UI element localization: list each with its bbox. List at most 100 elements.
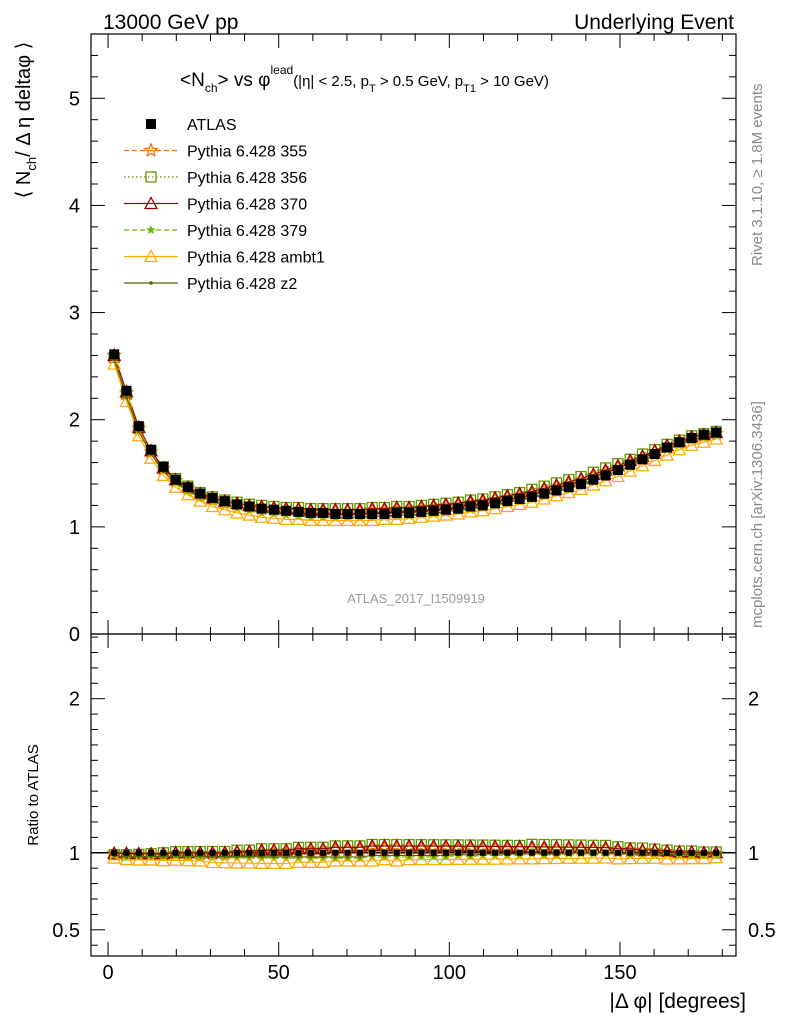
data-point-atlas [551,485,562,496]
ratio-point-ambt1 [352,853,368,867]
ratio-point-atlas [479,849,486,856]
ratio-point-atlas [172,849,179,856]
ratio-point-z2 [333,855,338,859]
legend-label-z2: Pythia 6.428 z2 [187,276,297,293]
data-point-atlas [711,427,722,438]
data-point-ambt1 [205,499,220,513]
data-point-ambt1 [156,468,171,482]
data-point-ambt1 [647,453,662,467]
header-right: Underlying Event [574,11,734,34]
ratio-point-p356 [108,848,120,861]
ratio-point-ambt1 [635,851,650,865]
ratio-point-atlas [455,849,462,856]
ratio-point-atlas [504,849,511,856]
ratio-point-ambt1 [131,852,146,866]
ratio-point-atlas [639,849,646,856]
data-point-atlas [121,385,132,396]
ratio-point-ambt1 [315,854,331,868]
data-point-atlas [514,494,525,504]
ratio-point-ambt1 [205,855,220,869]
series-line-ambt1 [113,363,717,522]
data-point-z2 [124,395,129,400]
data-point-ambt1 [340,513,355,527]
ratio-point-ambt1 [586,850,601,864]
data-point-atlas [637,454,648,465]
ratio-point-atlas [676,849,683,856]
data-point-atlas [268,504,279,515]
ratio-axis-ticks: 0 50 100 150 0.5 0.5 1 1 2 2 [52,634,776,984]
ratio-point-z2 [345,855,350,859]
ratio-point-ambt1 [475,851,490,865]
ratio-point-atlas [381,849,388,856]
ratio-point-atlas [209,849,216,856]
data-point-ambt1 [254,509,269,523]
legend-label-ambt1: Pythia 6.428 ambt1 [187,250,325,267]
ratio-point-atlas [270,849,277,856]
ratio-point-ambt1 [242,855,257,869]
ratio-y-tick-label: 1 [69,843,80,865]
ratio-point-atlas [467,849,474,856]
plot-title: <Nch> vs φlead(|η| < 2.5, pT > 0.5 GeV, … [180,63,549,95]
ratio-series-group [91,838,736,870]
main-axis-ticks: 0 1 2 3 4 5 [69,34,736,646]
ratio-point-ambt1 [659,851,675,865]
ratio-point-atlas [651,849,658,856]
ratio-point-ambt1 [463,851,478,865]
legend-label-p356: Pythia 6.428 356 [187,170,307,187]
data-point-atlas [391,507,402,518]
series-line-p356 [113,357,717,510]
ratio-point-z2 [308,855,313,859]
ratio-plot-frame [90,633,737,957]
legend-marker-z2 [149,281,153,285]
ratio-point-atlas [320,849,327,856]
data-point-atlas [662,442,673,453]
ratio-point-atlas [160,849,167,856]
ratio-point-ambt1 [610,851,626,865]
mcplots-label: mcplots.cern.ch [arXiv:1306.3436] [749,401,766,628]
legend-marker-p370 [143,196,159,210]
ratio-point-ambt1 [647,850,662,864]
x-axis-label: |Δ φ| [degrees] [609,990,746,1013]
data-point-atlas [318,507,329,518]
legend-marker-atlas [146,119,156,129]
ratio-point-atlas [406,849,413,856]
legend-marker-ambt1 [143,249,159,263]
data-point-atlas [440,504,451,515]
ratio-point-atlas [442,849,449,856]
ratio-point-atlas [283,849,290,856]
data-point-atlas [158,461,169,472]
ratio-point-ambt1 [291,854,306,868]
data-point-ambt1 [303,513,318,527]
data-point-ambt1 [365,513,380,527]
data-point-ambt1 [242,507,257,521]
ratio-point-atlas [688,849,695,856]
ratio-point-atlas [221,849,228,856]
data-point-atlas [305,507,316,518]
data-point-atlas [539,488,550,499]
ratio-point-ambt1 [451,852,466,866]
ratio-point-ambt1 [623,851,638,865]
data-point-atlas [342,509,353,519]
data-point-ambt1 [131,428,146,442]
data-point-atlas [170,474,181,485]
ratio-point-atlas [307,849,314,856]
ratio-point-atlas [590,849,597,856]
ratio-point-ambt1 [328,853,343,867]
data-point-ambt1 [266,510,282,524]
data-point-ambt1 [193,493,208,507]
data-point-ambt1 [623,463,638,477]
main-y-tick-label: 0 [69,624,80,646]
data-point-ambt1 [672,442,687,456]
data-point-atlas [182,482,193,493]
ratio-point-ambt1 [303,854,318,868]
ratio-point-ambt1 [414,852,429,866]
data-point-ambt1 [315,513,331,527]
rivet-version-label: Rivet 3.1.10, ≥ 1.8M events [749,84,766,267]
data-point-atlas [416,506,427,517]
data-point-ambt1 [107,356,122,370]
ratio-y-tick-label: 2 [69,689,80,711]
data-point-ambt1 [291,511,306,526]
ratio-point-ambt1 [561,851,576,865]
x-tick-label: 100 [433,962,466,984]
data-point-ambt1 [709,431,724,445]
